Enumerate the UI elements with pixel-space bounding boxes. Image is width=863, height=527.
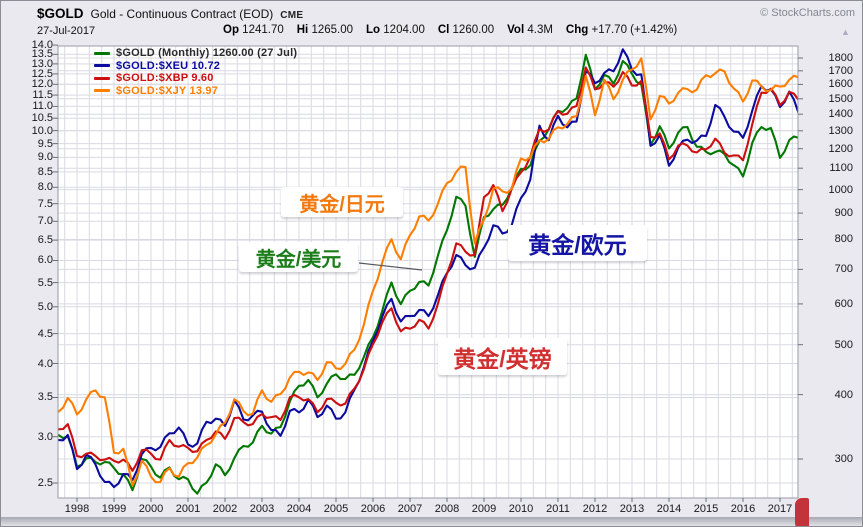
left-axis-tick-label: 14.0 [31, 39, 53, 52]
left-axis-tick-label: 8.0 [37, 181, 53, 194]
legend-label: $GOLD:$XJY 13.97 [116, 84, 219, 97]
chart-header: $GOLD Gold - Continuous Contract (EOD) C… [37, 6, 303, 21]
legend-row: $GOLD (Monthly) 1260.00 (27 Jul) [94, 47, 297, 59]
x-axis-year-label: 2002 [212, 503, 238, 515]
x-axis-year-label: 2007 [397, 503, 423, 515]
left-axis-tick-label: 3.5 [37, 391, 53, 404]
legend-dash-icon [94, 89, 110, 92]
legend-dash-icon [94, 51, 110, 55]
legend-dash-icon [94, 64, 110, 67]
ticker-symbol: $GOLD [37, 6, 84, 21]
x-axis-year-label: 2014 [656, 503, 682, 515]
right-axis-tick-label: 1800 [828, 52, 853, 64]
legend-row: $GOLD:$XEU 10.72 [94, 60, 220, 72]
chart-title: Gold - Continuous Contract (EOD) [90, 7, 274, 21]
left-axis-tick-label: 2.5 [37, 477, 53, 489]
legend-row: $GOLD:$XBP 9.60 [94, 72, 214, 84]
x-axis-year-label: 2010 [508, 503, 534, 515]
quote-item-hi: Hi 1265.00 [296, 24, 354, 36]
legend-row: $GOLD:$XJY 13.97 [94, 85, 218, 97]
x-axis-year-label: 2001 [175, 503, 201, 515]
left-axis-tick-label: 12.5 [31, 67, 53, 80]
x-axis-year-label: 1998 [64, 503, 90, 515]
left-axis-tick-label: 7.0 [37, 215, 53, 228]
left-axis-tick-label: 5.0 [37, 300, 53, 313]
right-axis-tick-label: 500 [834, 338, 853, 351]
corner-logo-fragment [795, 498, 809, 526]
right-axis-tick-label: 300 [834, 453, 853, 465]
series-line-xjy [58, 57, 798, 487]
x-axis-year-label: 2016 [730, 503, 756, 515]
right-axis-tick-label: 600 [834, 297, 853, 310]
annotation-gold-usd: 黄金/美元 [239, 242, 358, 272]
right-axis-tick-label: 1600 [828, 78, 853, 91]
x-axis-year-label: 2013 [619, 503, 645, 515]
quote-item-cl: Cl 1260.00 [437, 24, 495, 36]
right-axis-tick-label: 800 [834, 233, 853, 246]
x-axis-year-label: 2015 [693, 503, 719, 515]
bottom-edge-gradient [1, 517, 862, 526]
right-axis-tick-label: 1300 [828, 124, 853, 137]
chart-date: 27-Jul-2017 [37, 25, 96, 37]
copyright-text: © StockCharts.com [760, 7, 855, 19]
left-axis-tick-label: 5.5 [37, 276, 53, 289]
left-axis-tick-label: 12.0 [31, 78, 53, 91]
left-axis-tick-label: 4.0 [37, 357, 53, 370]
annotation-leader-line [358, 262, 423, 271]
left-axis-tick-label: 9.5 [37, 137, 53, 150]
left-axis-tick-label: 6.0 [37, 254, 53, 267]
annotation-gold-gbp: 黄金/英镑 [438, 338, 567, 375]
quote-item-lo: Lo 1204.00 [366, 24, 425, 36]
series-line-gold [58, 53, 798, 495]
x-axis-year-label: 2004 [286, 503, 312, 515]
right-axis-tick-label: 1400 [828, 108, 853, 121]
exchange-label: CME [280, 10, 304, 21]
x-axis-year-label: 2005 [323, 503, 349, 515]
legend-label: $GOLD:$XEU 10.72 [116, 59, 221, 72]
right-axis-tick-label: 1700 [828, 64, 853, 77]
right-axis-tick-label: 1500 [828, 92, 853, 105]
x-axis-year-label: 2000 [138, 503, 164, 515]
right-axis-tick-label: 900 [834, 207, 853, 220]
left-axis-tick-label: 8.5 [37, 165, 53, 178]
series-line-xeu [58, 48, 798, 489]
left-axis-tick-label: 13.0 [31, 57, 53, 70]
left-axis-tick-label: 4.5 [37, 327, 53, 340]
ohlc-quote-row: Op 1241.70 Hi 1265.00 Lo 1204.00 Cl 1260.00… [223, 24, 823, 36]
left-axis-tick-label: 10.5 [31, 112, 53, 125]
right-axis-tick-label: 1200 [828, 142, 853, 155]
x-axis-year-label: 2003 [249, 503, 275, 515]
series-line-xbp [58, 66, 798, 472]
quote-item-vol: Vol 4.3M [507, 24, 553, 36]
left-axis-tick-label: 11.0 [32, 100, 53, 113]
right-axis-tick-label: 700 [834, 263, 853, 276]
x-axis-year-label: 1999 [101, 503, 127, 515]
x-axis-year-label: 2008 [434, 503, 460, 515]
x-axis-year-label: 2009 [471, 503, 497, 515]
x-axis-year-label: 2006 [360, 503, 386, 515]
left-axis-tick-label: 10.0 [31, 124, 53, 137]
quote-item-op: Op 1241.70 [223, 24, 284, 36]
left-axis-tick-label: 9.0 [37, 151, 53, 164]
right-axis-tick-label: 1100 [829, 162, 853, 175]
annotation-gold-jpy: 黄金/日元 [281, 187, 403, 217]
change-up-arrow-icon: ▲ [841, 27, 850, 37]
annotation-gold-eur: 黄金/欧元 [508, 225, 647, 261]
left-axis-tick-label: 11.5 [32, 89, 53, 102]
x-axis-year-label: 2011 [546, 503, 570, 515]
left-axis-tick-label: 13.5 [31, 48, 53, 61]
x-axis-year-label: 2017 [767, 503, 793, 515]
left-axis-tick-label: 3.0 [37, 430, 53, 443]
right-axis-tick-label: 400 [834, 388, 853, 401]
left-axis-tick-label: 7.5 [37, 197, 53, 210]
quote-item-chg: Chg +17.70 (+1.42%) [565, 24, 678, 36]
legend-dash-icon [94, 76, 110, 80]
legend-label: $GOLD (Monthly) 1260.00 (27 Jul) [116, 47, 298, 59]
x-axis-year-label: 2012 [582, 503, 608, 515]
legend-label: $GOLD:$XBP 9.60 [116, 72, 214, 84]
right-axis-tick-label: 1000 [828, 183, 853, 196]
left-axis-tick-label: 6.5 [37, 234, 53, 247]
